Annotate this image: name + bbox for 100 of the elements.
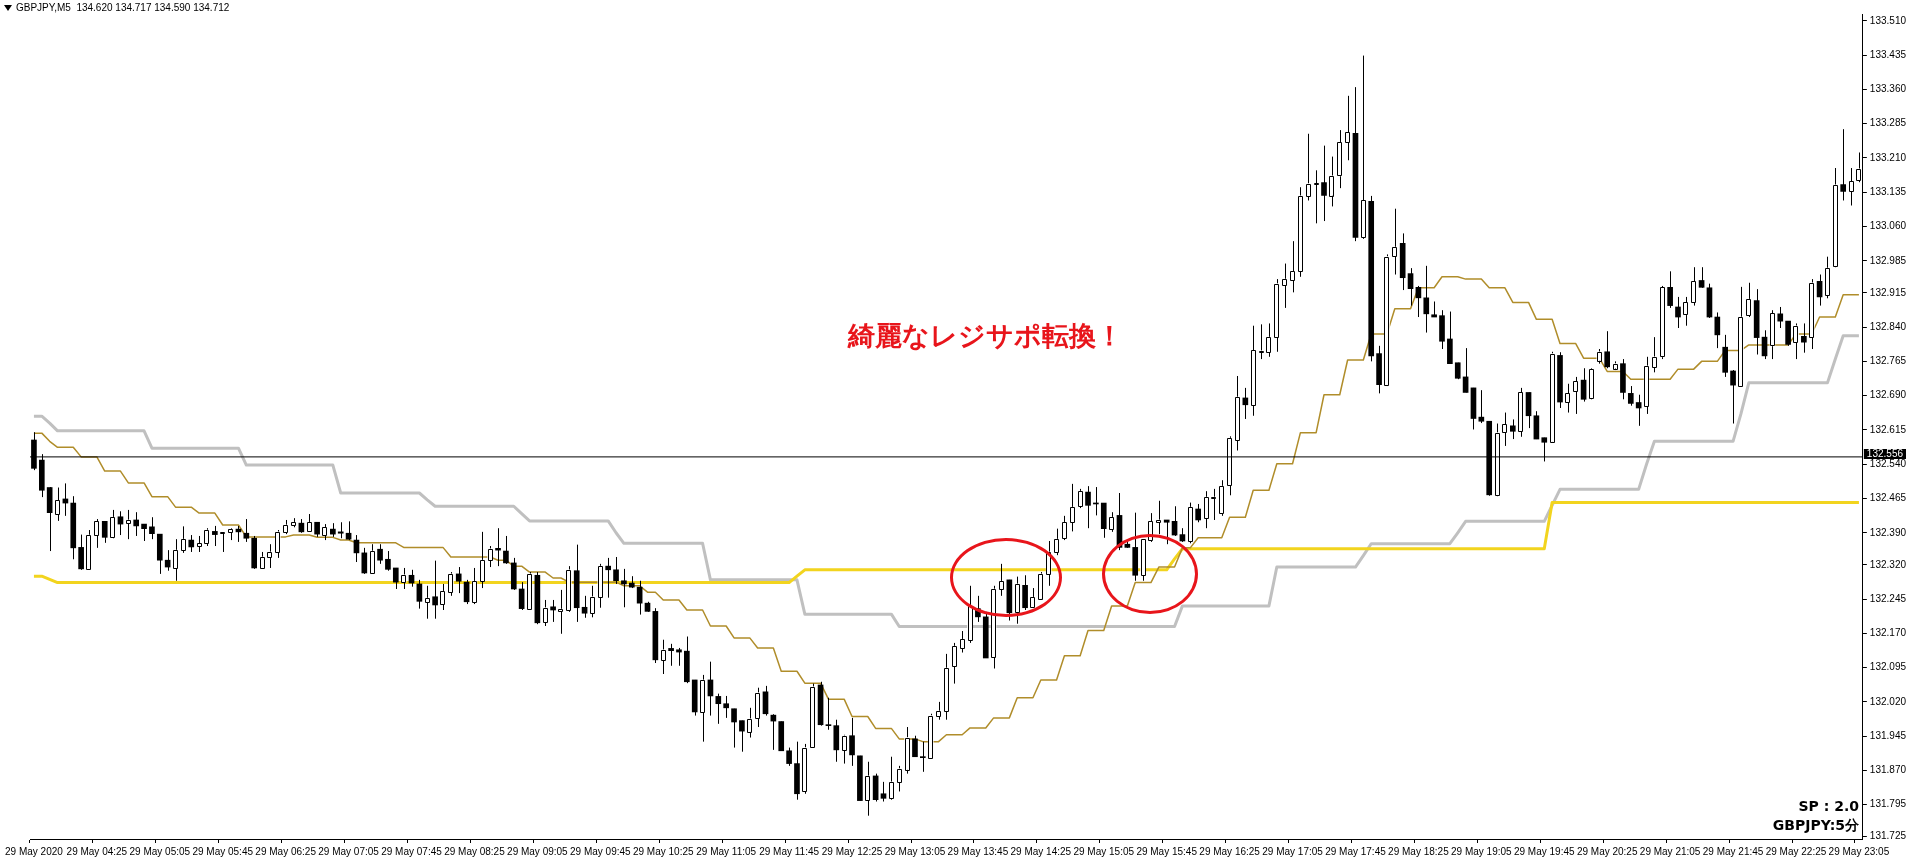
x-tick-label: 29 May 18:25 bbox=[1388, 845, 1450, 857]
x-tick-label: 29 May 12:25 bbox=[821, 845, 883, 857]
candlestick bbox=[1785, 320, 1791, 347]
y-tick-label: 132.690 bbox=[1869, 389, 1907, 401]
x-tick-label: 29 May 22:25 bbox=[1765, 845, 1827, 857]
candlestick bbox=[959, 630, 965, 654]
candlestick bbox=[1203, 490, 1209, 529]
y-tick-label: 133.435 bbox=[1869, 48, 1907, 60]
candlestick bbox=[479, 531, 486, 589]
candlestick bbox=[400, 567, 407, 590]
candlestick bbox=[754, 687, 761, 728]
candlestick bbox=[1360, 55, 1367, 240]
candlestick bbox=[1266, 322, 1272, 358]
x-tick-label: 29 May 16:25 bbox=[1199, 845, 1261, 857]
candlestick bbox=[1030, 587, 1036, 609]
y-tick-label: 132.245 bbox=[1869, 592, 1907, 604]
candlestick bbox=[1187, 502, 1194, 544]
candlestick bbox=[920, 741, 926, 773]
candlestick bbox=[172, 538, 179, 582]
x-tick-label: 29 May 11:05 bbox=[696, 845, 757, 857]
candlestick bbox=[180, 525, 187, 554]
candlestick bbox=[825, 697, 832, 731]
candlestick bbox=[432, 560, 438, 620]
candlestick bbox=[1155, 500, 1162, 535]
candlestick bbox=[1683, 296, 1689, 327]
candlestick bbox=[1738, 286, 1744, 388]
x-tick-label: 29 May 23:05 bbox=[1828, 845, 1890, 857]
candlestick bbox=[1297, 186, 1304, 278]
candlestick bbox=[809, 683, 816, 749]
y-tick-label: 132.840 bbox=[1869, 320, 1907, 332]
candlestick bbox=[621, 568, 627, 608]
candlestick bbox=[1769, 309, 1776, 360]
candlestick bbox=[1289, 240, 1296, 293]
candlestick bbox=[951, 642, 958, 685]
y-tick-label: 132.095 bbox=[1869, 661, 1907, 673]
candlestick bbox=[78, 534, 84, 571]
candlestick bbox=[1022, 574, 1028, 611]
candlestick bbox=[1801, 322, 1807, 354]
x-tick-label: 29 May 11:45 bbox=[759, 845, 820, 857]
x-tick-label: 29 May 09:05 bbox=[507, 845, 569, 857]
candlestick bbox=[243, 518, 250, 543]
candlestick bbox=[558, 589, 564, 635]
y-tick-label: 133.360 bbox=[1869, 83, 1907, 95]
candlestick bbox=[589, 585, 596, 618]
candlestick bbox=[597, 563, 604, 609]
candlestick bbox=[566, 565, 572, 613]
candlestick bbox=[385, 550, 391, 572]
x-tick-label: 29 May 19:05 bbox=[1451, 845, 1513, 857]
x-tick-label: 29 May 08:25 bbox=[444, 845, 506, 857]
x-tick-label: 29 May 07:45 bbox=[381, 845, 443, 857]
y-tick-label: 132.615 bbox=[1869, 423, 1907, 435]
candlestick bbox=[1714, 311, 1721, 349]
candlestick bbox=[1690, 266, 1697, 307]
candlestick bbox=[503, 535, 509, 565]
x-tick-label: 29 May 20:25 bbox=[1576, 845, 1638, 857]
x-tick-label: 29 May 19:45 bbox=[1513, 845, 1575, 857]
y-tick-label: 132.915 bbox=[1869, 286, 1907, 298]
candlestick bbox=[998, 563, 1005, 597]
x-tick-label: 29 May 13:05 bbox=[884, 845, 946, 857]
candlestick bbox=[267, 543, 273, 569]
candlestick bbox=[1848, 167, 1854, 207]
candlestick bbox=[1085, 485, 1091, 529]
candlestick bbox=[455, 566, 462, 594]
candlestick bbox=[1077, 488, 1083, 509]
candlestick bbox=[1321, 145, 1327, 222]
y-tick-label: 132.320 bbox=[1869, 558, 1907, 570]
candlestick bbox=[1777, 306, 1784, 329]
annotation: GBPJPY:5分 bbox=[1772, 817, 1859, 835]
ref-line-label: 132.556 bbox=[1866, 447, 1904, 459]
y-tick-label: 133.510 bbox=[1869, 14, 1907, 26]
candlestick bbox=[1745, 282, 1752, 318]
candlestick bbox=[471, 567, 478, 605]
x-tick-label: 29 May 21:05 bbox=[1639, 845, 1701, 857]
candlestick bbox=[1675, 296, 1681, 329]
y-tick-label: 131.870 bbox=[1869, 764, 1907, 776]
candlestick bbox=[660, 639, 667, 675]
candlestick bbox=[731, 708, 737, 749]
y-tick-label: 132.020 bbox=[1869, 695, 1907, 707]
y-tick-label: 132.765 bbox=[1869, 355, 1907, 367]
candlestick bbox=[841, 734, 847, 765]
candlestick bbox=[1651, 336, 1658, 373]
candlestick bbox=[888, 756, 895, 801]
candlestick bbox=[550, 599, 556, 623]
candlestick bbox=[613, 556, 619, 585]
candlestick bbox=[739, 720, 745, 753]
y-tick-label: 132.985 bbox=[1869, 254, 1907, 266]
candlestick bbox=[1572, 376, 1579, 415]
candlestick bbox=[1478, 389, 1485, 424]
candlestick bbox=[896, 765, 903, 792]
candlestick bbox=[94, 518, 100, 549]
candlestick bbox=[1258, 323, 1264, 360]
y-tick-label: 131.725 bbox=[1869, 830, 1907, 842]
candlestick bbox=[1069, 483, 1076, 532]
candlestick bbox=[1730, 369, 1736, 425]
candlestick bbox=[1667, 270, 1673, 309]
y-tick-label: 133.210 bbox=[1869, 151, 1907, 163]
candlestick bbox=[125, 509, 132, 540]
candlestick bbox=[149, 516, 155, 540]
candlestick bbox=[1211, 488, 1217, 521]
candlestick bbox=[1423, 265, 1430, 334]
